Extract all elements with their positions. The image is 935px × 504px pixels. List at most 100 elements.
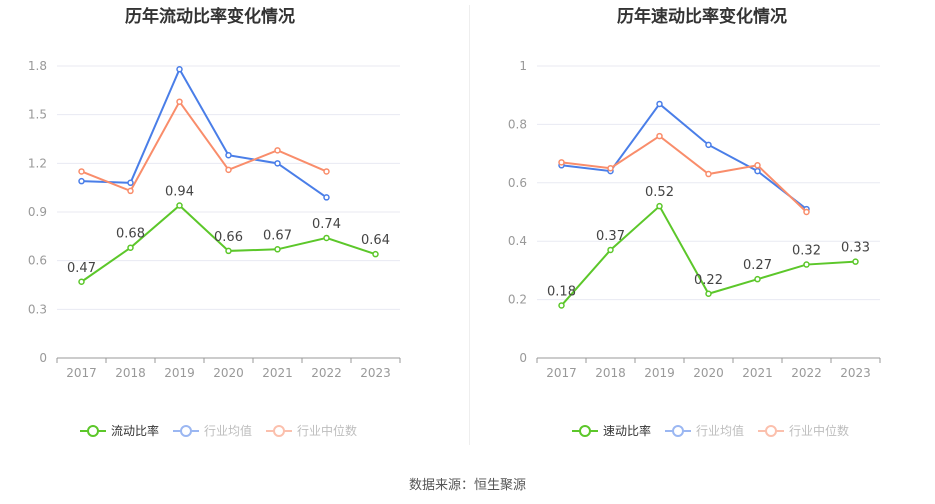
data-point [225, 247, 232, 255]
series-line-2 [81, 99, 327, 193]
y-tick-label: 0.3 [28, 302, 47, 316]
data-point [852, 258, 859, 265]
legend-label: 流动比率 [111, 423, 159, 438]
y-tick-label: 1.5 [28, 108, 47, 122]
series-line-2 [561, 134, 808, 213]
data-point [176, 98, 183, 105]
data-label: 0.68 [116, 227, 145, 242]
data-point [127, 179, 134, 187]
y-tick-label: 0.4 [508, 234, 527, 248]
y-tick-label: 0.6 [28, 254, 47, 268]
legend-item[interactable]: 速动比率 [572, 423, 651, 438]
data-point [754, 275, 761, 283]
data-point [607, 246, 614, 254]
x-tick-label: 2021 [262, 366, 293, 380]
data-label: 0.47 [67, 261, 96, 276]
data-point [656, 132, 663, 140]
y-tick-label: 1 [519, 59, 527, 73]
data-point [176, 65, 183, 73]
data-point [656, 202, 663, 210]
x-tick-label: 2023 [840, 366, 871, 380]
legend-item[interactable]: 行业均值 [173, 423, 252, 438]
data-point [127, 244, 134, 251]
series-line-1 [81, 67, 328, 199]
data-point [558, 159, 565, 166]
data-point [78, 168, 85, 175]
data-point [323, 168, 330, 175]
x-tick-label: 2023 [360, 366, 391, 380]
data-point [607, 164, 614, 172]
data-point [754, 167, 761, 175]
legend-label: 速动比率 [603, 423, 651, 438]
legend-item[interactable]: 流动比率 [80, 423, 159, 438]
x-tick-label: 2019 [164, 366, 195, 380]
data-label: 0.32 [792, 244, 821, 259]
data-point [803, 261, 810, 268]
legend-marker-icon [765, 425, 777, 437]
y-tick-label: 1.8 [28, 59, 47, 73]
chart-title: 历年速动比率变化情况 [617, 6, 787, 27]
data-point [803, 208, 810, 216]
data-point [323, 234, 330, 242]
y-tick-label: 0.2 [508, 293, 527, 307]
series-line-1 [561, 102, 808, 210]
data-point [176, 202, 183, 209]
data-point [274, 147, 281, 154]
x-tick-label: 2017 [66, 366, 97, 380]
data-point [78, 278, 85, 286]
data-label: 0.22 [694, 273, 723, 288]
x-tick-label: 2022 [311, 366, 342, 380]
data-label: 0.74 [312, 217, 341, 232]
current-ratio-chart: 历年流动比率变化情况 0 0.3 0.6 0.9 1.2 1.5 1.8 2017 2018 201… [28, 6, 401, 438]
x-tick-label: 2020 [693, 366, 724, 380]
data-point [225, 151, 232, 159]
legend-item[interactable]: 行业中位数 [266, 423, 357, 438]
divider [469, 5, 470, 445]
legend-label: 行业均值 [696, 423, 744, 438]
x-tick-label: 2019 [644, 366, 675, 380]
data-label: 0.27 [743, 258, 772, 273]
data-label: 0.66 [214, 230, 243, 245]
legend-marker-icon [87, 425, 99, 437]
x-tick-label: 2018 [115, 366, 146, 380]
data-point [274, 246, 281, 253]
chart-title: 历年流动比率变化情况 [125, 6, 295, 27]
legend-label: 行业均值 [204, 423, 252, 438]
legend-item[interactable]: 行业中位数 [758, 423, 849, 438]
legend-item[interactable]: 行业均值 [665, 423, 744, 438]
data-label: 0.37 [596, 229, 625, 244]
data-point [705, 290, 712, 298]
x-tick-label: 2022 [791, 366, 822, 380]
legend-label: 行业中位数 [297, 423, 357, 438]
data-point [656, 100, 663, 108]
data-point [274, 160, 281, 167]
y-tick-label: 0 [39, 351, 47, 365]
y-tick-label: 0.6 [508, 176, 527, 190]
x-tick-label: 2021 [742, 366, 773, 380]
legend-marker-icon [579, 425, 591, 437]
x-tick-label: 2020 [213, 366, 244, 380]
legend-label: 行业中位数 [789, 423, 849, 438]
legend-marker-icon [672, 425, 684, 437]
x-tick-label: 2017 [546, 366, 577, 380]
source-note: 数据来源：恒生聚源 [408, 478, 526, 493]
y-tick-label: 0.8 [508, 117, 527, 131]
quick-ratio-chart: 历年速动比率变化情况 0 0.2 0.4 0.6 0.8 1 2017 2018 2019 2020… [508, 6, 881, 438]
data-point [78, 177, 85, 185]
data-label: 0.33 [841, 241, 870, 256]
y-tick-label: 1.2 [28, 156, 47, 170]
y-tick-label: 0 [519, 351, 527, 365]
data-label: 0.18 [547, 284, 576, 299]
y-tick-label: 0.9 [28, 205, 47, 219]
data-label: 0.52 [645, 185, 674, 200]
data-label: 0.94 [165, 185, 194, 200]
legend-marker-icon [180, 425, 192, 437]
data-point [127, 187, 134, 195]
data-point [558, 302, 565, 309]
data-point [372, 250, 379, 258]
data-point [323, 194, 330, 201]
data-point [705, 170, 712, 178]
legend-marker-icon [273, 425, 285, 437]
x-tick-label: 2018 [595, 366, 626, 380]
